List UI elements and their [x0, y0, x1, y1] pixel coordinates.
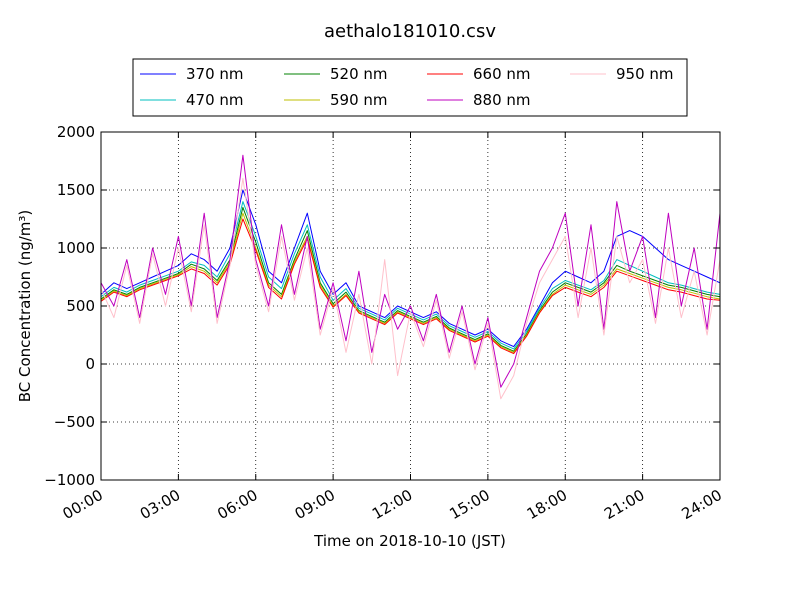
y-tick-label: 2000 — [57, 123, 95, 141]
series-line-880-nm — [100, 154, 721, 388]
series-line-520-nm — [100, 206, 721, 352]
y-tick-label: 1500 — [57, 181, 95, 199]
legend-label: 520 nm — [330, 65, 388, 83]
legend-label: 660 nm — [473, 65, 531, 83]
chart-title: aethalo181010.csv — [324, 21, 496, 42]
y-tick-label: 1000 — [57, 239, 95, 257]
y-tick-label: 500 — [66, 297, 95, 315]
legend-box — [132, 58, 688, 117]
series-lines — [100, 154, 721, 400]
legend: 370 nm 470 nm 520 nm 590 nm 660 nm 880 nm 950 … — [132, 58, 688, 117]
series-line-660-nm — [100, 218, 721, 355]
legend-label: 880 nm — [473, 91, 531, 109]
legend-label: 950 nm — [616, 65, 674, 83]
series-line-950-nm — [100, 177, 721, 400]
legend-label: 470 nm — [186, 91, 244, 109]
legend-label: 370 nm — [186, 65, 244, 83]
legend-label: 590 nm — [330, 91, 388, 109]
y-axis-label: BC Concentration (ng/m³) — [16, 210, 34, 403]
x-axis-label: Time on 2018-10-10 (JST) — [313, 532, 506, 550]
y-tick-label: −1000 — [44, 471, 95, 489]
series-line-590-nm — [100, 212, 721, 353]
y-tick-label: 0 — [85, 355, 95, 373]
y-tick-label: −500 — [54, 413, 95, 431]
